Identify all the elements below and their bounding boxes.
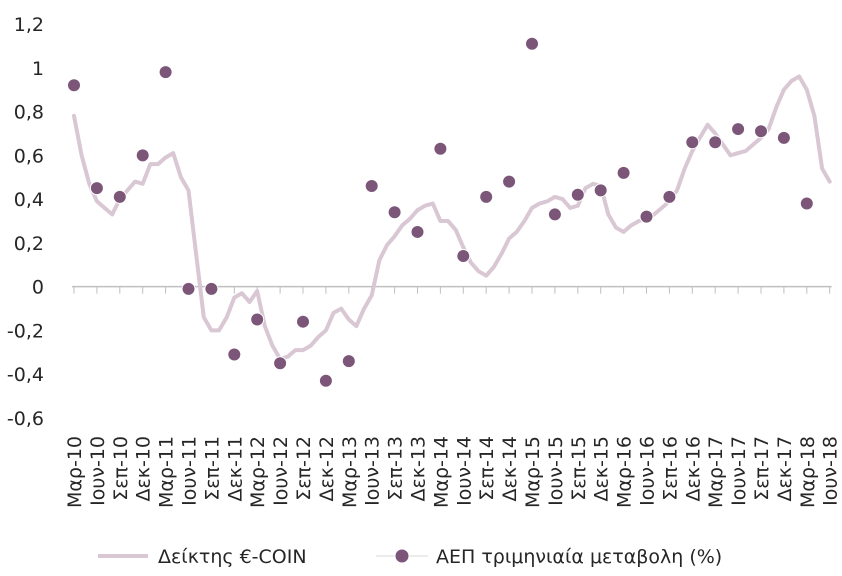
x-tick-label: Ιουν-18	[820, 436, 842, 506]
x-tick-label: Σεπ-16	[659, 436, 681, 501]
data-point	[67, 78, 81, 93]
x-tick-label: Μαρ-15	[522, 436, 544, 508]
y-tick-label: 0	[32, 277, 44, 299]
data-point	[341, 354, 356, 369]
x-tick-label: Δεκ-12	[316, 436, 338, 502]
series-line-ecoin	[72, 74, 832, 361]
x-tick-label: Μαρ-11	[156, 436, 178, 508]
y-tick-label: 0,4	[14, 189, 44, 211]
x-tick-label: Μαρ-14	[430, 436, 452, 508]
x-tick-label: Μαρ-18	[797, 436, 819, 508]
legend-label-ecoin: Δείκτης €-COIN	[158, 546, 307, 568]
data-point	[112, 189, 127, 204]
x-tick-label: Δεκ-17	[774, 436, 796, 502]
data-point	[547, 207, 562, 222]
x-tick-label: Ιουν-16	[637, 436, 659, 506]
x-tick-label: Ιουν-13	[362, 436, 384, 506]
x-tick-label: Σεπ-13	[385, 436, 407, 501]
data-point	[776, 130, 791, 145]
data-point	[273, 356, 288, 371]
x-tick-label: Δεκ-16	[682, 436, 704, 502]
legend-swatch-gdp-marker	[394, 548, 410, 564]
legend: Δείκτης €-COIN ΑΕΠ τριμηνιαία μεταβολη (…	[98, 546, 722, 568]
legend-item-ecoin: Δείκτης €-COIN	[98, 546, 307, 568]
legend-label-gdp: ΑΕΠ τριμηνιαία μεταβολη (%)	[436, 546, 722, 568]
x-tick-label: Δεκ-11	[224, 436, 246, 502]
x-tick-label: Ιουν-11	[179, 436, 201, 506]
x-tick-label: Ιουν-10	[87, 436, 109, 506]
data-point	[387, 205, 402, 220]
y-tick-label: 0,2	[14, 233, 44, 255]
data-point	[433, 141, 448, 156]
data-point	[135, 148, 150, 163]
data-point	[593, 183, 608, 198]
x-tick-label: Δεκ-10	[133, 436, 155, 502]
data-point	[662, 189, 677, 204]
x-tick-label: Μαρ-12	[247, 436, 269, 508]
x-tick-label: Σεπ-15	[568, 436, 590, 501]
data-point	[799, 196, 814, 211]
y-tick-label: 1	[32, 58, 44, 80]
data-point	[318, 373, 333, 388]
data-point	[181, 281, 196, 296]
data-point	[708, 135, 723, 150]
x-tick-label: Σεπ-17	[751, 436, 773, 501]
data-point	[410, 224, 425, 239]
data-point	[479, 189, 494, 204]
x-tick-label: Ιουν-12	[270, 436, 292, 506]
data-point	[731, 122, 746, 137]
data-point	[525, 36, 539, 51]
x-tick-label: Μαρ-16	[614, 436, 636, 508]
x-tick-label: Δεκ-15	[591, 436, 613, 502]
x-axis-tickmarks	[73, 286, 831, 294]
x-tick-label: Σεπ-10	[110, 436, 132, 501]
data-point	[502, 174, 517, 189]
data-point	[570, 187, 585, 202]
x-tick-label: Σεπ-12	[293, 436, 315, 501]
data-point	[685, 135, 700, 150]
x-tick-label: Δεκ-13	[408, 436, 430, 502]
data-point	[296, 314, 310, 329]
data-point	[89, 181, 104, 196]
y-tick-label: -0,2	[7, 320, 44, 342]
y-tick-label: -0,6	[7, 408, 44, 430]
x-tick-label: Ιουν-15	[545, 436, 567, 506]
x-tick-label: Μαρ-10	[64, 436, 86, 508]
y-axis-ticks: -0,6 -0,4 -0,2 0 0,2 0,4 0,6 0,8 1 1,2	[7, 14, 44, 430]
data-point	[250, 312, 265, 327]
y-tick-label: 0,6	[14, 145, 44, 167]
x-tick-label: Δεκ-14	[499, 436, 521, 502]
data-point	[227, 347, 242, 362]
data-point	[639, 209, 654, 224]
series-points-gdp	[67, 36, 814, 388]
data-point	[616, 165, 631, 180]
x-tick-label: Μαρ-17	[705, 436, 727, 508]
data-point	[456, 249, 471, 264]
data-point	[364, 178, 379, 193]
x-tick-label: Μαρ-13	[339, 436, 361, 508]
data-point	[204, 281, 219, 296]
x-axis-ticks: Μαρ-10 Ιουν-10 Σεπ-10 Δεκ-10 Μαρ-11 Ιουν-11 Σε…	[64, 436, 842, 508]
data-point	[754, 124, 768, 139]
data-point	[158, 65, 173, 80]
y-tick-label: -0,4	[7, 364, 44, 386]
x-tick-label: Σεπ-11	[201, 436, 223, 501]
legend-item-gdp: ΑΕΠ τριμηνιαία μεταβολη (%)	[376, 546, 722, 568]
x-tick-label: Ιουν-17	[728, 436, 750, 506]
y-tick-label: 1,2	[14, 14, 44, 36]
x-tick-label: Ιουν-14	[453, 436, 475, 506]
y-tick-label: 0,8	[14, 102, 44, 124]
x-tick-label: Σεπ-14	[476, 436, 498, 501]
